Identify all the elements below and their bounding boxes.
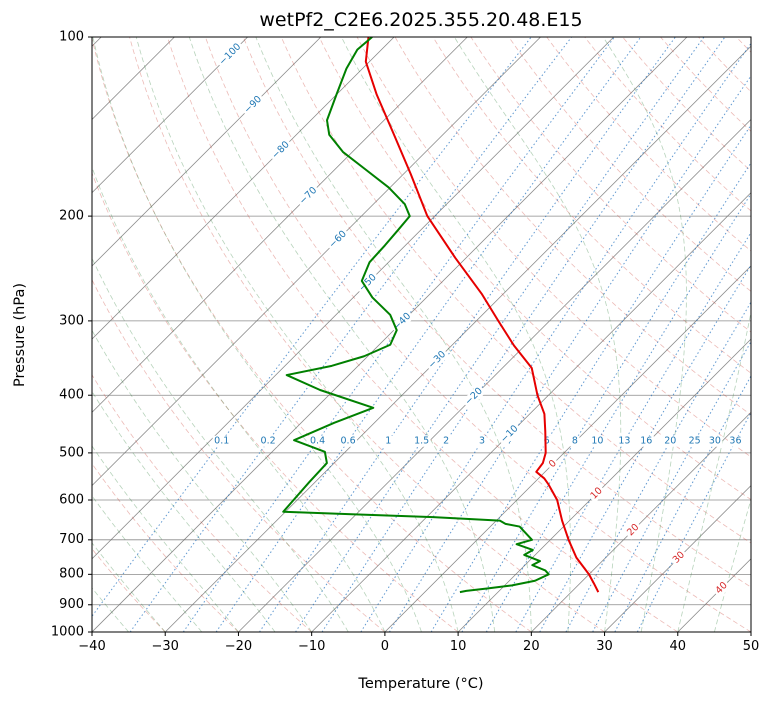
x-axis-label: Temperature (°C) [358,676,484,692]
chart-title: wetPf2_C2E6.2025.355.20.48.E15 [259,9,583,31]
y-axis-label: Pressure (hPa) [12,282,28,388]
